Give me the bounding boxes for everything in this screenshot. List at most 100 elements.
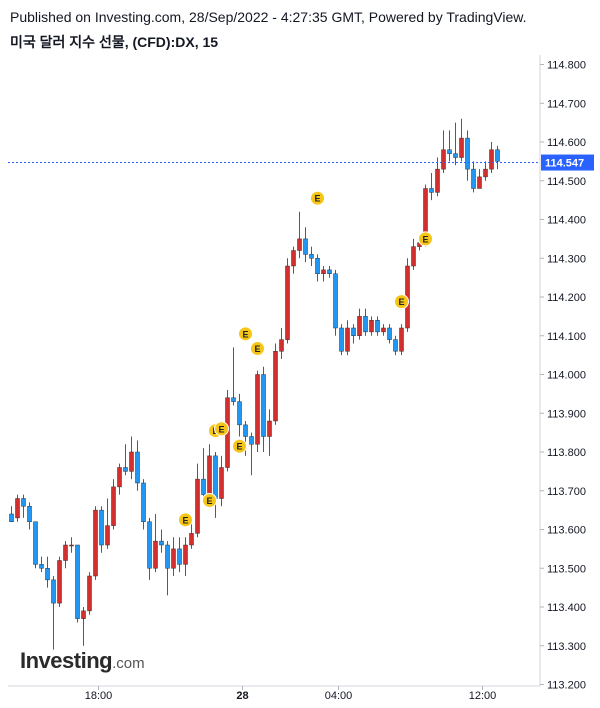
candle: [93, 506, 98, 580]
candle: [183, 537, 188, 576]
candle: [45, 556, 50, 588]
event-marker[interactable]: E: [250, 341, 265, 357]
time-axis: 18:00 28 04:00 12:00: [85, 686, 497, 702]
event-marker[interactable]: E: [232, 438, 247, 454]
candle: [261, 366, 266, 452]
candle: [387, 324, 392, 344]
time-tick-label: 28: [236, 690, 248, 702]
candle: [33, 521, 38, 569]
candle: [9, 506, 14, 522]
price-tick-label: 113.600: [547, 525, 586, 537]
candle: [339, 324, 344, 356]
candle: [279, 328, 284, 359]
candle: [411, 238, 416, 270]
candle: [153, 514, 158, 573]
price-tick-label: 113.200: [547, 680, 586, 692]
candle: [15, 494, 20, 522]
candle: [429, 173, 434, 201]
candle: [207, 444, 212, 499]
candle: [357, 308, 362, 340]
candle: [495, 145, 500, 170]
price-tick-label: 114.800: [547, 60, 586, 72]
candle: [477, 169, 482, 189]
price-tick-label: 114.300: [547, 253, 586, 265]
time-tick-label: 12:00: [469, 690, 497, 702]
published-caption: Published on Investing.com, 28/Sep/2022 …: [10, 9, 527, 25]
candle: [237, 393, 242, 437]
candle: [333, 269, 338, 336]
candle: [57, 556, 62, 607]
candle: [351, 324, 356, 344]
candle: [147, 517, 152, 580]
event-marker[interactable]: E: [214, 421, 229, 437]
candle: [405, 258, 410, 332]
candle: [483, 161, 488, 181]
candles: [9, 118, 500, 650]
candle: [63, 541, 68, 569]
event-marker[interactable]: E: [178, 512, 193, 528]
price-tick-label: 114.100: [547, 331, 586, 343]
candle: [321, 266, 326, 282]
time-tick-label: 18:00: [85, 690, 113, 702]
candle: [471, 161, 476, 193]
candle: [21, 494, 26, 518]
candle: [75, 544, 80, 623]
candle: [69, 537, 74, 553]
candle: [99, 506, 104, 553]
svg-text:E: E: [206, 496, 212, 506]
price-tick-label: 113.300: [547, 641, 586, 653]
candle: [489, 142, 494, 173]
svg-text:E: E: [236, 442, 242, 452]
candle: [381, 324, 386, 336]
candle: [171, 537, 176, 576]
svg-text:E: E: [398, 297, 404, 307]
event-marker[interactable]: E: [238, 326, 253, 342]
price-tick-label: 114.000: [547, 370, 586, 382]
price-tick-label: 114.600: [547, 137, 586, 149]
candle: [159, 529, 164, 553]
candle: [459, 118, 464, 162]
svg-text:E: E: [182, 515, 188, 525]
svg-text:E: E: [254, 344, 260, 354]
candle: [291, 246, 296, 274]
candle: [393, 335, 398, 356]
svg-text:E: E: [314, 194, 320, 204]
candle: [345, 320, 350, 356]
candle: [273, 343, 278, 425]
candle: [51, 576, 56, 650]
candle: [255, 370, 260, 452]
candle: [375, 316, 380, 336]
event-marker[interactable]: E: [418, 231, 433, 247]
candle: [141, 479, 146, 530]
candle: [27, 502, 32, 530]
event-marker[interactable]: E: [202, 492, 217, 508]
svg-text:E: E: [218, 424, 224, 434]
time-tick-label: 04:00: [325, 690, 353, 702]
last-price-badge: [541, 154, 594, 171]
svg-text:E: E: [242, 329, 248, 339]
candle: [81, 607, 86, 646]
candle: [315, 254, 320, 282]
price-axis: 114.800 114.700 114.600 114.500 114.400 114.3…: [540, 60, 586, 692]
last-price: 114.547: [8, 154, 594, 171]
candle: [297, 211, 302, 259]
candle: [177, 537, 182, 573]
candle: [447, 130, 452, 162]
candle: [201, 448, 206, 499]
event-marker[interactable]: E: [394, 294, 409, 310]
price-tick-label: 114.500: [547, 176, 586, 188]
price-tick-label: 114.400: [547, 215, 586, 227]
event-marker[interactable]: E: [310, 190, 325, 206]
candle: [399, 324, 404, 356]
candle: [195, 463, 200, 538]
candle: [465, 130, 470, 181]
candle: [369, 316, 374, 336]
chart-symbol-title: 미국 달러 지수 선물, (CFD):DX, 15: [10, 34, 219, 50]
svg-text:E: E: [422, 234, 428, 244]
candle: [213, 452, 218, 518]
candle: [111, 479, 116, 530]
price-tick-label: 113.900: [547, 408, 586, 420]
price-tick-label: 113.400: [547, 602, 586, 614]
candle: [267, 409, 272, 456]
